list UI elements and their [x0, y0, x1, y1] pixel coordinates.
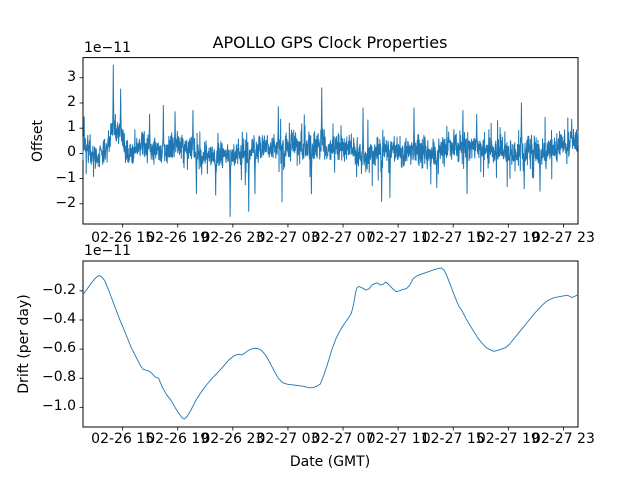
y-tick-label: −1	[55, 169, 76, 186]
x-tick-label: 02-27 15	[421, 230, 485, 246]
y-tick-label: 1	[67, 119, 76, 136]
x-tick-label: 02-27 03	[256, 431, 320, 447]
offset-exponent-bottom: 1e−11	[84, 243, 132, 259]
x-tick-label: 02-26 15	[91, 230, 155, 246]
y-tick-label: −2	[55, 194, 76, 211]
x-tick-label: 02-27 15	[421, 431, 485, 447]
x-tick-label: 02-27 23	[531, 230, 595, 246]
chart-title: APOLLO GPS Clock Properties	[212, 33, 448, 52]
y-tick-label: 2	[67, 93, 76, 110]
x-tick-label: 02-27 19	[476, 431, 540, 447]
x-axis-label: Date (GMT)	[289, 454, 371, 470]
x-tick-label: 02-26 23	[201, 230, 265, 246]
x-tick-label: 02-27 11	[366, 230, 430, 246]
x-tick-label: 02-26 19	[146, 431, 210, 447]
y-tick-label: 3	[67, 68, 76, 85]
offset-exponent-top: 1e−11	[84, 40, 132, 56]
x-tick-label: 02-27 23	[531, 431, 595, 447]
x-tick-label: 02-27 19	[476, 230, 540, 246]
x-tick-label: 02-27 07	[311, 431, 375, 447]
x-tick-label: 02-27 07	[311, 230, 375, 246]
x-tick-label: 02-26 23	[201, 431, 265, 447]
x-tick-label: 02-27 11	[366, 431, 430, 447]
y-tick-label: 0	[67, 144, 76, 161]
y-tick-label: −0.6	[42, 340, 76, 357]
x-tick-label: 02-26 19	[146, 230, 210, 246]
y-tick-label: −0.4	[42, 310, 76, 327]
x-tick-label: 02-26 15	[91, 431, 155, 447]
y-tick-label: −0.8	[42, 369, 76, 386]
y-tick-label: −1.0	[42, 398, 76, 415]
x-tick-label: 02-27 03	[256, 230, 320, 246]
y-tick-label: −0.2	[42, 281, 76, 298]
